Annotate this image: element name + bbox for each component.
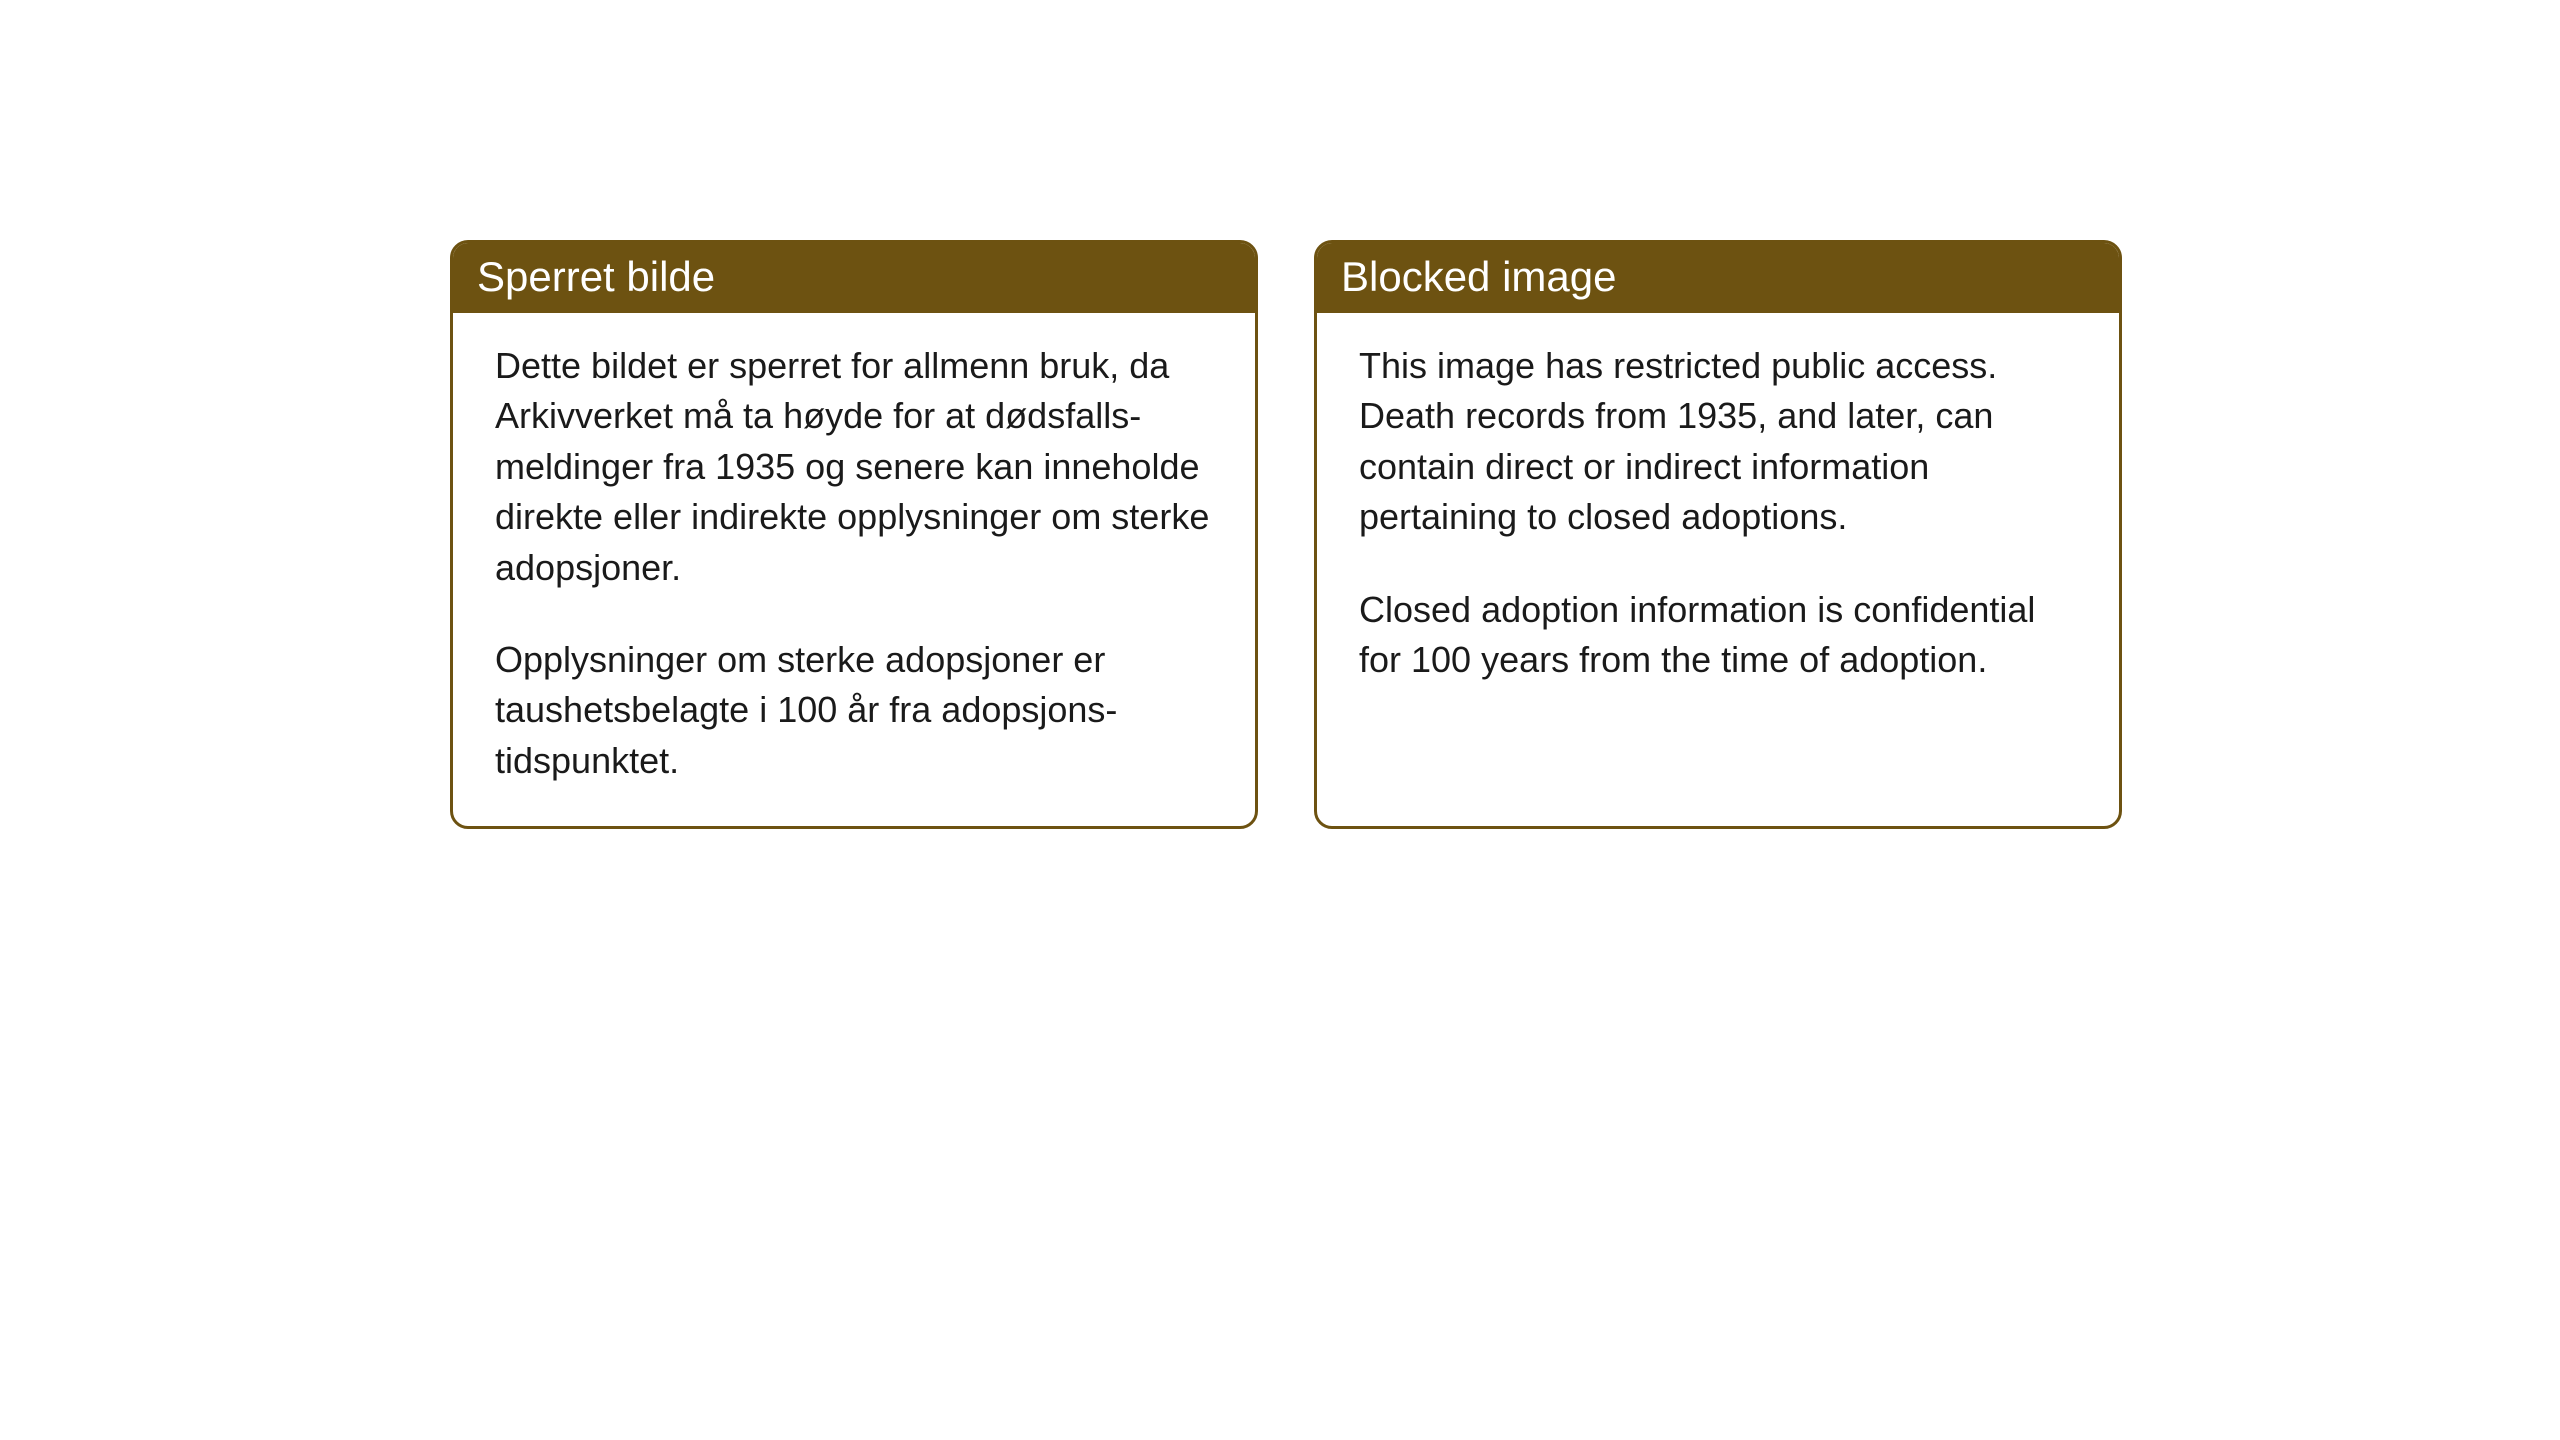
norwegian-notice-card: Sperret bilde Dette bildet er sperret fo… xyxy=(450,240,1258,829)
english-card-paragraph-2: Closed adoption information is confident… xyxy=(1359,585,2077,686)
english-card-body: This image has restricted public access.… xyxy=(1317,313,2119,753)
english-card-paragraph-1: This image has restricted public access.… xyxy=(1359,341,2077,543)
norwegian-card-title: Sperret bilde xyxy=(477,253,715,300)
norwegian-card-paragraph-2: Opplysninger om sterke adopsjoner er tau… xyxy=(495,635,1213,786)
norwegian-card-header: Sperret bilde xyxy=(453,243,1255,313)
norwegian-card-body: Dette bildet er sperret for allmenn bruk… xyxy=(453,313,1255,826)
english-card-header: Blocked image xyxy=(1317,243,2119,313)
english-card-title: Blocked image xyxy=(1341,253,1616,300)
norwegian-card-paragraph-1: Dette bildet er sperret for allmenn bruk… xyxy=(495,341,1213,593)
notice-cards-container: Sperret bilde Dette bildet er sperret fo… xyxy=(450,240,2122,829)
english-notice-card: Blocked image This image has restricted … xyxy=(1314,240,2122,829)
